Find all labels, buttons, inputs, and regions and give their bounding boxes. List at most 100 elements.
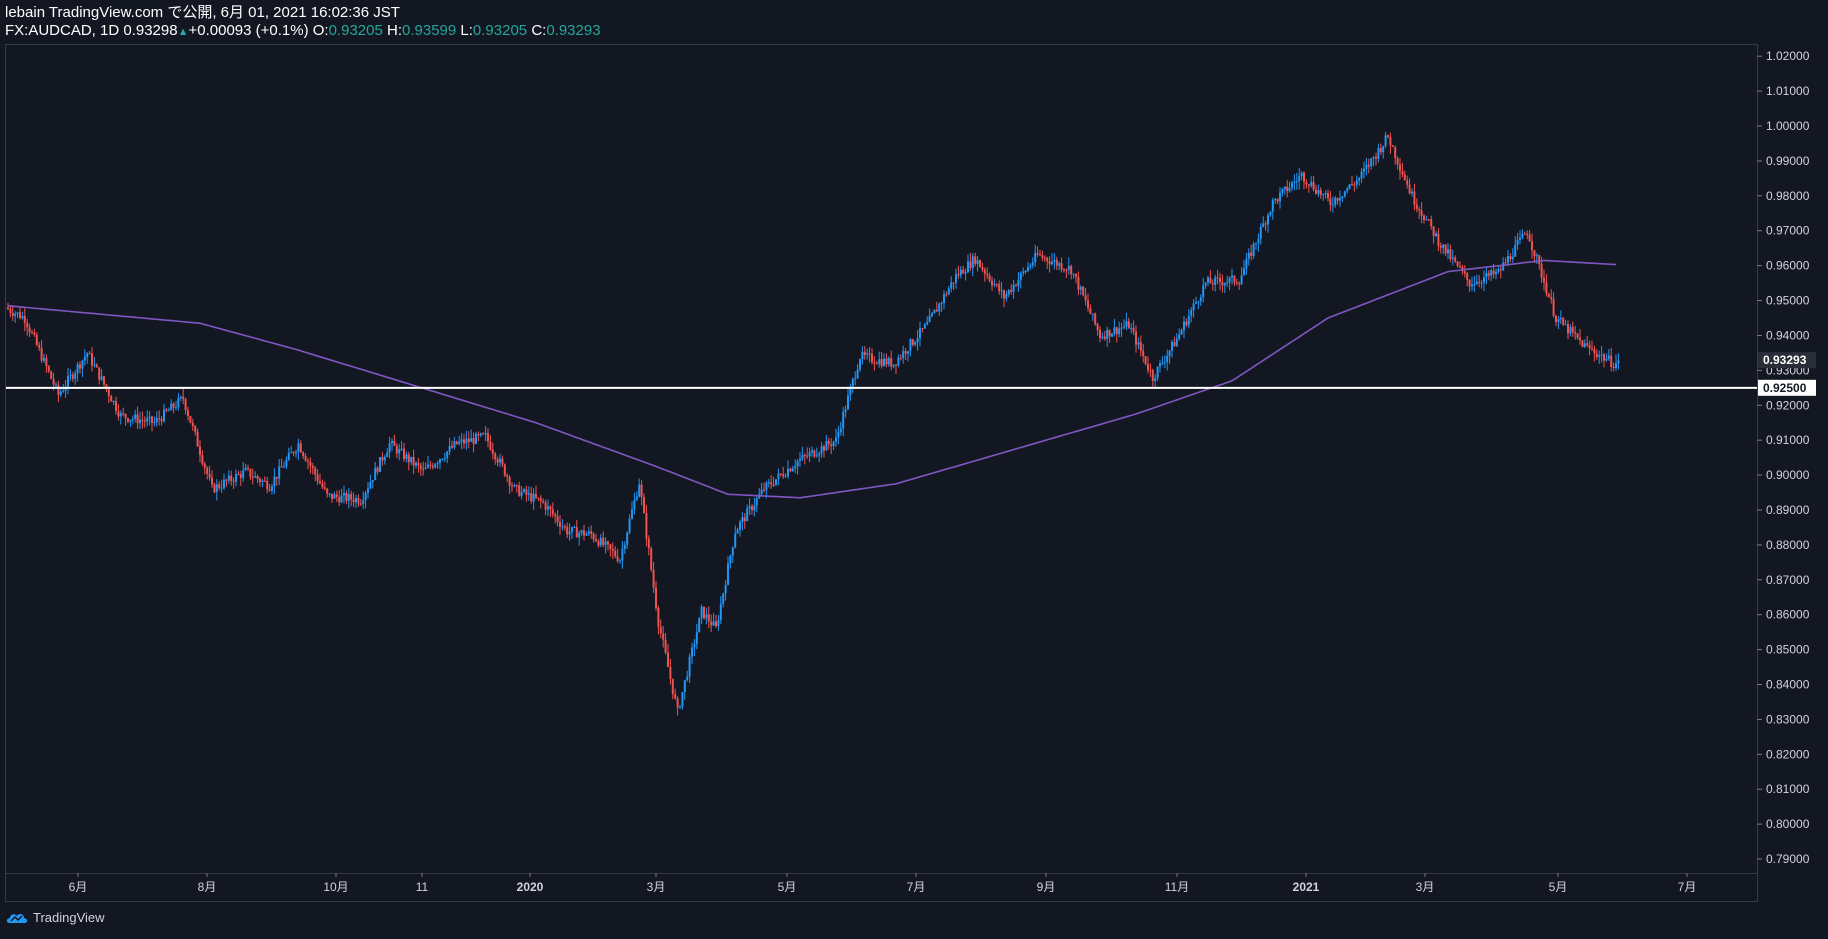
candle-body: [1151, 370, 1154, 382]
candle-body: [1519, 237, 1521, 240]
candle-body: [410, 456, 413, 463]
candle-body: [1120, 327, 1123, 329]
candle-body: [1535, 255, 1538, 257]
candle-body: [232, 480, 235, 482]
candle-body: [1379, 147, 1382, 153]
candle-body: [436, 463, 439, 465]
candle-body: [1557, 319, 1560, 323]
candle-body: [280, 466, 283, 468]
candle-body: [703, 606, 705, 619]
time-axis-border[interactable]: [5, 873, 1758, 902]
candle-body: [352, 499, 355, 503]
candle-body: [335, 494, 338, 498]
candle-body: [873, 362, 876, 364]
candle-body: [837, 432, 840, 438]
candle-body: [1468, 279, 1471, 287]
candle-body: [839, 428, 842, 433]
candle-body: [506, 475, 509, 478]
candle-body: [1125, 321, 1128, 327]
candle-body: [215, 484, 218, 493]
candle-body: [1483, 277, 1485, 283]
candle-body: [722, 593, 725, 604]
candle-body: [967, 261, 969, 273]
candle-body: [964, 272, 967, 274]
candle-body: [7, 307, 9, 309]
candle-body: [1209, 277, 1212, 284]
time-tick-label: 6月: [69, 880, 88, 894]
candle-body: [83, 356, 86, 361]
candle-body: [931, 313, 933, 316]
candle-body: [81, 360, 84, 369]
candle-body: [818, 453, 821, 456]
candle-body: [1473, 284, 1476, 286]
candle-body: [297, 443, 300, 452]
candle-body: [707, 614, 710, 622]
candle-body: [1262, 223, 1265, 227]
candle-body: [71, 374, 74, 379]
candle-body: [611, 548, 614, 551]
candle-body: [1111, 333, 1113, 337]
candles-layer: [7, 131, 1620, 716]
symbol-legend[interactable]: FX:AUDCAD, 1D 0.93298▲+0.00093 (+0.1%) O…: [5, 22, 601, 41]
candle-body: [345, 492, 348, 501]
candle-body: [664, 639, 667, 653]
candle-body: [249, 468, 252, 478]
price-axis[interactable]: 0.79000 0.80000 0.81000 0.82000 0.83000 0.840…: [1757, 49, 1810, 866]
candle-body: [736, 529, 739, 534]
candle-body: [549, 506, 552, 510]
price-tick-label: 0.87000: [1766, 573, 1810, 587]
candle-body: [1101, 336, 1104, 338]
candle-body: [1444, 244, 1447, 254]
time-axis[interactable]: 6月 8月 10月 11 2020 3月 5月 7月 9月 11月 2021 3月 5月 7月: [69, 873, 1697, 894]
chart-header: lebain TradingView.com で公開, 6月 01, 2021 …: [5, 4, 601, 41]
candle-body: [443, 457, 446, 460]
candle-body: [467, 438, 470, 442]
candle-body: [47, 366, 50, 372]
candle-body: [943, 294, 945, 303]
candle-body: [907, 351, 909, 354]
candle-body: [1077, 276, 1080, 290]
candle-body: [503, 464, 506, 476]
candle-body: [1243, 268, 1245, 276]
candle-body: [892, 364, 895, 367]
candle-body: [1144, 356, 1147, 365]
candle-body: [28, 327, 31, 333]
candle-body: [854, 378, 857, 380]
candle-body: [561, 526, 564, 528]
candle-body: [211, 477, 213, 485]
candle-body: [57, 384, 60, 395]
candle-body: [1396, 158, 1399, 165]
candle-body: [962, 269, 965, 274]
candle-body: [789, 468, 792, 472]
candle-body: [1173, 341, 1176, 347]
time-tick-label: 5月: [1549, 880, 1568, 894]
candle-body: [23, 316, 26, 323]
current-price-tag-bg: [1758, 352, 1816, 369]
footer-brand[interactable]: TradingView: [6, 910, 105, 925]
symbol-name[interactable]: FX:AUDCAD, 1D: [5, 22, 120, 39]
candle-body: [979, 260, 981, 268]
candle-body: [1411, 191, 1413, 194]
candle-body: [1214, 277, 1217, 285]
candle-body: [1055, 260, 1058, 266]
candle-body: [1322, 194, 1325, 196]
candle-body: [904, 350, 907, 354]
candle-body: [141, 419, 144, 421]
candle-body: [453, 441, 456, 448]
candle-body: [242, 470, 245, 478]
candle-body: [287, 452, 290, 460]
candle-body: [1427, 219, 1430, 221]
candle-body: [254, 475, 257, 478]
candle-body: [1267, 215, 1269, 225]
candle-body: [1281, 189, 1284, 193]
candle-body: [33, 332, 36, 335]
candle-body: [139, 419, 141, 424]
candle-body: [801, 455, 804, 459]
candle-body: [650, 548, 653, 570]
candle-body: [95, 364, 98, 368]
candle-body: [815, 455, 818, 457]
candle-body: [1211, 283, 1214, 285]
candle-body: [100, 376, 103, 380]
candle-body: [422, 468, 425, 470]
